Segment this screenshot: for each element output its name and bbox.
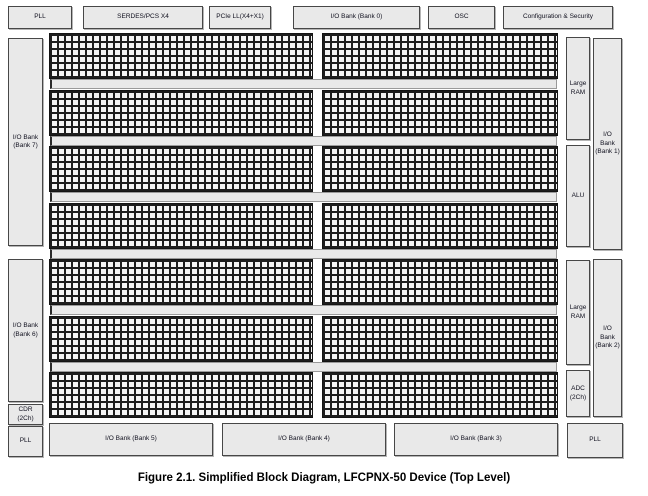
logic-grid-left bbox=[49, 89, 313, 136]
fabric-column-gap bbox=[313, 315, 322, 362]
logic-grid-left bbox=[49, 146, 313, 192]
fabric-column-gap bbox=[313, 259, 322, 305]
fabric-band bbox=[49, 89, 558, 136]
fabric-column-gap bbox=[313, 202, 322, 249]
routing-channel bbox=[50, 135, 557, 146]
routing-channel bbox=[50, 248, 557, 259]
logic-grid-left bbox=[49, 259, 313, 305]
block-pll-bottom-right: PLL bbox=[567, 423, 623, 458]
block-io-bank-6: I/O Bank (Bank 6) bbox=[8, 259, 43, 402]
fabric-column-gap bbox=[313, 146, 322, 192]
block-serdes-pcs: SERDES/PCS X4 bbox=[83, 6, 203, 29]
block-io-bank-5: I/O Bank (Bank 5) bbox=[49, 423, 213, 456]
figure-caption: Figure 2.1. Simplified Block Diagram, LF… bbox=[137, 472, 511, 484]
routing-channel bbox=[50, 305, 557, 316]
block-configuration-security: Configuration & Security bbox=[503, 6, 613, 29]
routing-channel bbox=[50, 361, 557, 372]
fabric bbox=[49, 33, 558, 418]
logic-grid-left bbox=[49, 33, 313, 79]
logic-grid-right bbox=[322, 146, 558, 192]
block-large-ram-bottom: Large RAM bbox=[566, 260, 590, 365]
block-cdr: CDR (2Ch) bbox=[8, 404, 43, 425]
block-pll-top-left: PLL bbox=[8, 6, 72, 29]
logic-grid-right bbox=[322, 89, 558, 136]
fabric-column-gap bbox=[313, 372, 322, 418]
block-io-bank-7: I/O Bank (Bank 7) bbox=[8, 38, 43, 246]
block-io-bank-4: I/O Bank (Bank 4) bbox=[222, 423, 386, 456]
block-alu: ALU bbox=[566, 145, 590, 247]
logic-grid-right bbox=[322, 259, 558, 305]
fabric-column-gap bbox=[313, 33, 322, 79]
block-io-bank-3: I/O Bank (Bank 3) bbox=[394, 423, 558, 456]
logic-grid-left bbox=[49, 372, 313, 418]
fabric-band bbox=[49, 33, 558, 79]
block-large-ram-top: Large RAM bbox=[566, 37, 590, 140]
fabric-band bbox=[49, 259, 558, 305]
fabric-band bbox=[49, 315, 558, 362]
logic-grid-left bbox=[49, 202, 313, 249]
block-io-bank-1: I/O Bank (Bank 1) bbox=[593, 38, 622, 250]
block-io-bank-2: I/O Bank (Bank 2) bbox=[593, 259, 622, 417]
fabric-band bbox=[49, 202, 558, 249]
fabric-band bbox=[49, 146, 558, 192]
fabric-band bbox=[49, 372, 558, 418]
block-pcie-ll: PCIe LL(X4+X1) bbox=[209, 6, 271, 29]
block-adc: ADC (2Ch) bbox=[566, 370, 590, 417]
fabric-column-gap bbox=[313, 89, 322, 136]
block-pll-bottom-left: PLL bbox=[8, 426, 43, 457]
routing-channel bbox=[50, 79, 557, 90]
routing-channel bbox=[50, 192, 557, 203]
logic-grid-right bbox=[322, 372, 558, 418]
logic-grid-right bbox=[322, 202, 558, 249]
logic-grid-left bbox=[49, 315, 313, 362]
block-osc: OSC bbox=[428, 6, 495, 29]
logic-grid-right bbox=[322, 33, 558, 79]
block-io-bank-0: I/O Bank (Bank 0) bbox=[293, 6, 420, 29]
logic-grid-right bbox=[322, 315, 558, 362]
